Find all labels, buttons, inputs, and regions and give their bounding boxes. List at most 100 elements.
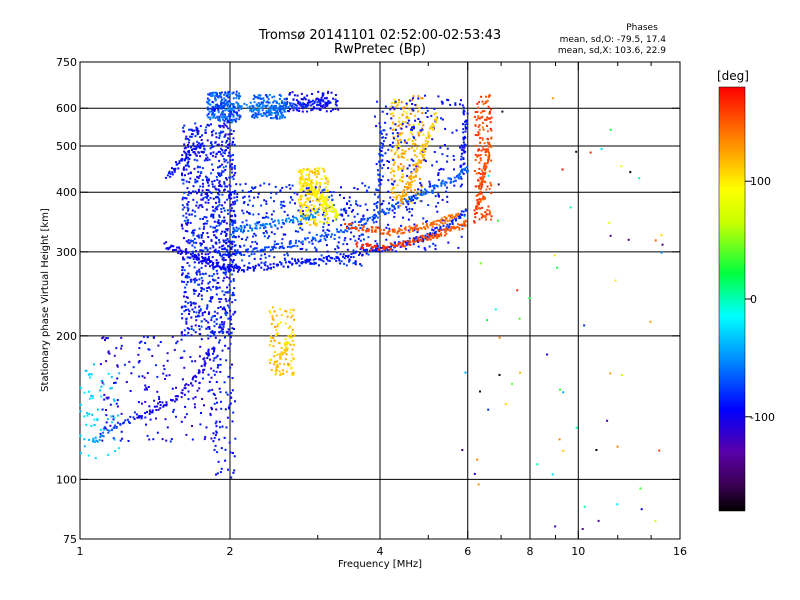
- data-point: [249, 245, 252, 248]
- data-point: [138, 347, 141, 350]
- data-point: [454, 102, 457, 105]
- data-point: [224, 310, 227, 313]
- data-point: [440, 221, 443, 224]
- data-point: [83, 415, 86, 418]
- data-point: [486, 319, 489, 322]
- data-point: [312, 99, 314, 102]
- data-point: [256, 221, 259, 224]
- data-point: [457, 223, 459, 226]
- data-point: [330, 194, 333, 197]
- data-point: [212, 106, 215, 109]
- data-point: [228, 196, 231, 198]
- data-point: [310, 109, 313, 112]
- data-point: [414, 143, 417, 146]
- data-point: [229, 241, 232, 244]
- data-point: [455, 213, 458, 216]
- data-point: [341, 214, 344, 217]
- data-point: [191, 244, 194, 247]
- data-point: [279, 321, 282, 324]
- data-point: [302, 103, 305, 106]
- data-point: [459, 164, 462, 167]
- data-point: [187, 384, 190, 387]
- data-point: [229, 264, 232, 267]
- data-point: [199, 308, 202, 311]
- data-point: [308, 101, 311, 104]
- data-point: [224, 259, 227, 261]
- data-point: [196, 270, 199, 273]
- data-point: [243, 264, 246, 267]
- data-point: [374, 240, 377, 243]
- data-point: [223, 240, 225, 243]
- data-point: [101, 434, 104, 437]
- data-point: [452, 180, 455, 183]
- data-point: [260, 101, 263, 104]
- data-point: [217, 221, 220, 224]
- data-point: [239, 95, 242, 98]
- data-point: [391, 112, 394, 115]
- data-point: [226, 209, 229, 212]
- data-point: [281, 101, 283, 104]
- data-point: [317, 240, 320, 243]
- data-point: [209, 152, 212, 155]
- data-point: [231, 260, 234, 263]
- data-point: [226, 331, 229, 333]
- data-point: [323, 200, 326, 203]
- data-point: [227, 96, 230, 99]
- data-point: [375, 205, 378, 207]
- data-point: [232, 114, 235, 117]
- data-point: [231, 261, 234, 264]
- data-point: [198, 325, 200, 328]
- data-point: [371, 246, 374, 249]
- data-point: [464, 208, 467, 211]
- data-point: [387, 179, 390, 182]
- data-point: [292, 98, 295, 101]
- data-point: [101, 381, 104, 384]
- data-point: [330, 110, 332, 113]
- data-point: [394, 244, 397, 246]
- data-point: [400, 244, 403, 247]
- data-point: [410, 158, 413, 161]
- data-point: [233, 264, 236, 267]
- data-point: [325, 177, 327, 180]
- data-point: [200, 194, 203, 197]
- data-point: [176, 163, 179, 166]
- data-point: [483, 172, 486, 175]
- data-point: [327, 218, 330, 221]
- data-point: [400, 141, 403, 144]
- data-point: [224, 298, 227, 300]
- data-point: [383, 228, 386, 231]
- data-point: [312, 208, 315, 210]
- data-point: [227, 270, 230, 273]
- data-point: [207, 201, 210, 204]
- data-point: [190, 231, 193, 234]
- data-point: [354, 263, 357, 266]
- data-point: [415, 228, 418, 231]
- data-point: [274, 107, 277, 110]
- data-point: [297, 223, 300, 226]
- data-point: [244, 182, 247, 185]
- data-point: [286, 245, 289, 248]
- data-point: [227, 317, 230, 320]
- data-point: [183, 329, 186, 332]
- data-point: [393, 228, 396, 231]
- data-point: [431, 235, 434, 238]
- data-point: [306, 222, 308, 224]
- data-point: [382, 163, 385, 166]
- data-point: [207, 352, 210, 355]
- data-point: [268, 93, 271, 96]
- data-point: [227, 154, 230, 157]
- data-point: [83, 438, 86, 441]
- data-point: [214, 97, 217, 100]
- data-point: [324, 231, 327, 234]
- data-point: [215, 261, 218, 264]
- data-point: [419, 149, 422, 152]
- data-point: [292, 372, 294, 375]
- data-point: [346, 227, 348, 230]
- colorbar-tick-label: -100: [750, 411, 775, 424]
- data-point: [320, 105, 322, 108]
- data-point: [388, 202, 390, 205]
- data-point: [300, 218, 303, 221]
- data-point: [120, 412, 123, 415]
- data-point: [342, 255, 344, 258]
- data-point: [213, 310, 216, 313]
